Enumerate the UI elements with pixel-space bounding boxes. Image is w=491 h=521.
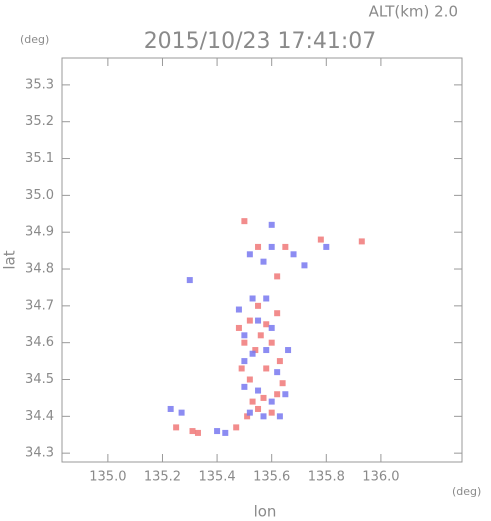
radar-point — [268, 324, 275, 331]
radar-point — [246, 376, 253, 383]
y-tick-label: 35.1 — [25, 151, 54, 166]
radar-point — [246, 317, 253, 324]
radar-point — [235, 306, 242, 313]
radar-point — [255, 302, 262, 309]
y-unit: (deg) — [20, 33, 49, 46]
radar-point — [167, 405, 174, 412]
radar-point — [268, 221, 275, 228]
x-tick-label: 135.4 — [198, 470, 235, 485]
radar-point — [255, 317, 262, 324]
y-tick-label: 35.3 — [25, 77, 54, 92]
x-tick-label: 135.8 — [308, 470, 345, 485]
x-unit: (deg) — [452, 485, 481, 498]
radar-point — [241, 332, 248, 339]
radar-point — [263, 295, 270, 302]
radar-point — [268, 243, 275, 250]
radar-point — [301, 262, 308, 269]
radar-point — [279, 380, 286, 387]
y-tick-label: 34.7 — [25, 298, 54, 313]
radar-point — [246, 409, 253, 416]
radar-point — [222, 429, 229, 436]
radar-point — [282, 391, 289, 398]
x-tick-label: 135.6 — [253, 470, 290, 485]
radar-point — [282, 243, 289, 250]
radar-point — [238, 365, 245, 372]
radar-point — [274, 310, 281, 317]
radar-point — [323, 243, 330, 250]
chart-title: 2015/10/23 17:41:07 — [144, 29, 377, 54]
plot-frame — [61, 57, 463, 463]
radar-point — [241, 218, 248, 225]
radar-point — [274, 369, 281, 376]
radar-point — [255, 387, 262, 394]
radar-point — [260, 258, 267, 265]
x-tick-label: 136.0 — [362, 470, 399, 485]
radar-point — [246, 251, 253, 258]
radar-point — [189, 428, 196, 435]
radar-point — [241, 358, 248, 365]
radar-point — [268, 409, 275, 416]
y-tick-label: 34.3 — [25, 446, 54, 461]
radar-point — [290, 251, 297, 258]
y-tick-label: 35.0 — [25, 188, 54, 203]
radar-point — [274, 273, 281, 280]
x-tick-label: 135.0 — [89, 470, 126, 485]
altitude-label: ALT(km) 2.0 — [369, 3, 458, 21]
radar-point — [285, 347, 292, 354]
radar-point — [214, 428, 221, 435]
x-tick-label: 135.2 — [144, 470, 181, 485]
radar-point — [186, 277, 193, 284]
radar-point — [233, 424, 240, 431]
radar-point — [249, 398, 256, 405]
y-tick-label: 34.8 — [25, 262, 54, 277]
radar-point — [241, 383, 248, 390]
radar-point — [263, 321, 270, 328]
radar-point — [255, 405, 262, 412]
y-tick-label: 34.5 — [25, 372, 54, 387]
y-tick-label: 34.9 — [25, 225, 54, 240]
radar-point — [255, 243, 262, 250]
radar-point — [358, 238, 365, 245]
radar-point — [317, 236, 324, 243]
radar-point — [263, 365, 270, 372]
radar-point — [274, 391, 281, 398]
radar-point — [268, 398, 275, 405]
y-tick-label: 35.2 — [25, 114, 54, 129]
radar-point — [276, 413, 283, 420]
radar-point — [178, 409, 185, 416]
radar-point — [252, 347, 259, 354]
y-axis-label: lat — [1, 250, 19, 269]
radar-point — [249, 350, 256, 357]
radar-point — [276, 358, 283, 365]
radar-point — [173, 424, 180, 431]
radar-point — [235, 324, 242, 331]
radar-point — [194, 429, 201, 436]
radar-point — [260, 413, 267, 420]
radar-point — [268, 339, 275, 346]
y-tick-label: 34.4 — [25, 409, 54, 424]
radar-point — [244, 413, 251, 420]
radar-point — [241, 339, 248, 346]
y-tick-label: 34.6 — [25, 335, 54, 350]
radar-point — [249, 295, 256, 302]
x-axis-label: lon — [254, 503, 277, 521]
radar-point — [263, 347, 270, 354]
radar-point — [260, 394, 267, 401]
radar-point — [257, 332, 264, 339]
